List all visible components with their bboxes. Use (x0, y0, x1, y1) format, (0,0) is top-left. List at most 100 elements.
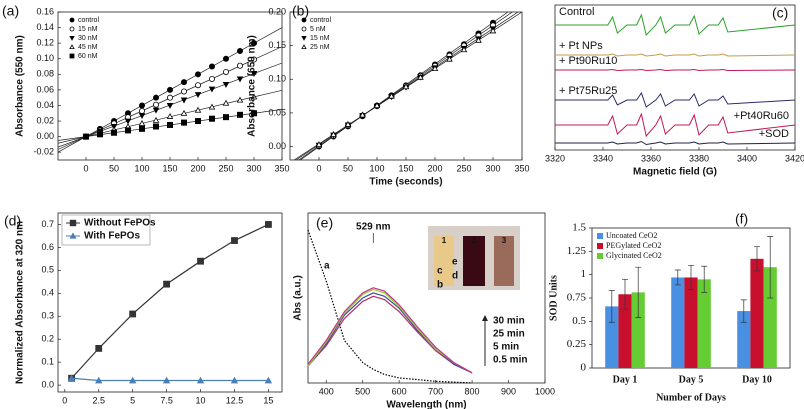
y-tick-label: 0.5 (41, 265, 54, 275)
legend-label: 30 nM (78, 35, 98, 42)
legend-label: With FePOs (84, 231, 140, 242)
panel-label: (d) (4, 213, 21, 229)
legend-swatch (597, 233, 603, 239)
x-tick-label: 2.5 (92, 395, 105, 405)
marker (196, 376, 205, 384)
y-tick-label: 1.5 (572, 222, 586, 234)
marker (125, 127, 132, 134)
marker (166, 121, 173, 128)
y-tick-label: 0.10 (36, 53, 54, 63)
legend-marker (69, 26, 75, 32)
x-tick-label: 50 (109, 163, 119, 173)
legend-label: 30 min (493, 316, 525, 327)
x-tick-label: 150 (162, 163, 177, 173)
x-tick-label: 150 (398, 163, 413, 173)
error-bar (635, 266, 642, 318)
curve-label: c (437, 266, 443, 277)
marker (208, 63, 215, 70)
series-line (555, 13, 796, 37)
bar (750, 258, 764, 368)
y-tick-label: 1 (581, 268, 587, 280)
marker (152, 116, 160, 123)
y-tick-label: 0.12 (36, 38, 54, 48)
y-tick-label: 0.6 (41, 242, 54, 252)
legend-label: 15 nM (310, 35, 330, 42)
x-tick-label: 3380 (689, 153, 709, 163)
marker (194, 92, 202, 98)
panel-label: (f) (735, 211, 748, 227)
marker (152, 123, 159, 130)
marker (250, 93, 258, 100)
marker (152, 101, 159, 108)
y-tick-label: 0.10 (268, 74, 286, 84)
y-axis-label: Absorbance (550 nm) (15, 35, 26, 137)
marker (330, 131, 337, 137)
series-line (307, 295, 473, 374)
trace-label: + Pt75Ru25 (559, 85, 617, 97)
y-tick-label: 0.4 (41, 288, 54, 298)
y-tick-label: 0.0 (41, 379, 54, 389)
x-axis-label: Time (seconds) (369, 177, 442, 188)
marker (138, 107, 145, 114)
legend-marker (69, 44, 75, 49)
x-tick-label: 3360 (641, 153, 661, 163)
y-axis-label: Absorbance (650 nm) (247, 35, 258, 137)
x-tick-label: 15 (263, 395, 273, 405)
marker (230, 376, 239, 384)
curve-label: b (437, 280, 443, 291)
x-tick-label: 1000 (535, 386, 555, 396)
marker (388, 92, 395, 99)
y-axis-label: Normalized Absorbance at 320 nm (15, 221, 26, 384)
x-tick-label: Day 5 (679, 374, 704, 385)
y-tick-label: 0.00 (268, 141, 286, 151)
x-tick-label: 600 (392, 386, 407, 396)
marker (222, 114, 229, 121)
marker (180, 97, 188, 104)
legend-label: 5 nM (310, 26, 326, 33)
series-line (71, 223, 269, 379)
marker (162, 376, 171, 384)
vial (434, 236, 454, 286)
marker (67, 374, 76, 382)
legend-box (61, 214, 151, 246)
marker (265, 221, 272, 228)
x-tick-label: 500 (355, 386, 370, 396)
marker (489, 27, 497, 34)
y-tick-label: -0.02 (33, 147, 54, 157)
bar (605, 306, 619, 368)
legend-label: control (310, 17, 331, 24)
curve-label: d (452, 271, 458, 282)
y-tick-label: 0.3 (41, 311, 54, 321)
x-tick-label: 400 (319, 386, 334, 396)
plot-frame (57, 212, 283, 393)
marker (163, 280, 171, 288)
y-tick-label: 0.04 (36, 100, 54, 110)
marker (475, 36, 482, 43)
trace-label: + Pt NPs (559, 40, 603, 52)
marker (236, 47, 243, 54)
x-tick-label: 3340 (593, 153, 613, 163)
marker (402, 83, 410, 90)
vial (494, 236, 514, 286)
x-axis-label: Wavelength (nm) (386, 400, 466, 409)
inset-label: 3 (502, 236, 507, 245)
marker (250, 40, 257, 47)
x-tick-label: 250 (218, 163, 233, 173)
legend-label: 15 nM (78, 26, 98, 33)
y-axis-label: SOD Units (548, 275, 559, 321)
marker (208, 86, 216, 93)
series-line (555, 91, 796, 108)
y-tick-label: 0.00 (36, 131, 54, 141)
error-bar (608, 290, 615, 323)
marker (194, 82, 201, 89)
marker (359, 111, 366, 118)
x-tick-label: 100 (134, 163, 149, 173)
legend-label: 0.5 min (493, 355, 527, 366)
legend-label: 45 nM (78, 44, 98, 51)
legend-marker (69, 219, 77, 227)
marker (128, 376, 137, 384)
x-tick-label: 3420 (785, 153, 804, 163)
bar (697, 279, 711, 368)
marker (431, 65, 439, 71)
panel-label: (e) (316, 215, 333, 231)
